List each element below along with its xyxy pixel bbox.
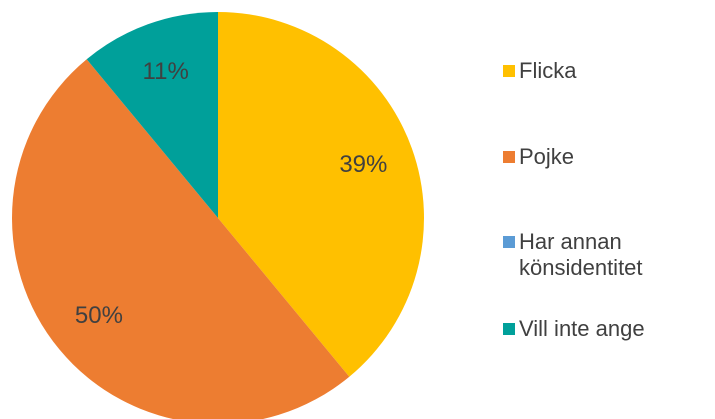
legend-label: Har annan könsidentitet xyxy=(519,229,643,280)
legend-item: Har annan könsidentitet xyxy=(503,229,669,281)
legend-item: Pojke xyxy=(503,144,709,170)
legend-swatch xyxy=(503,151,515,163)
legend-label: Pojke xyxy=(519,144,575,169)
legend-swatch xyxy=(503,236,515,248)
legend-swatch xyxy=(503,323,515,335)
legend-item: Vill inte ange xyxy=(503,316,709,342)
data-label: 50% xyxy=(75,302,123,329)
data-label: 39% xyxy=(339,151,387,178)
legend-label: Flicka xyxy=(519,58,577,83)
pie-area: 39% 50% 11% xyxy=(11,11,424,419)
pie-slice xyxy=(86,11,218,218)
legend-swatch xyxy=(503,65,515,77)
pie-slice xyxy=(218,12,424,377)
data-label: 11% xyxy=(143,58,189,85)
legend-item: Flicka xyxy=(503,58,709,84)
pie-slice xyxy=(11,59,350,419)
legend-label: Vill inte ange xyxy=(519,316,645,341)
